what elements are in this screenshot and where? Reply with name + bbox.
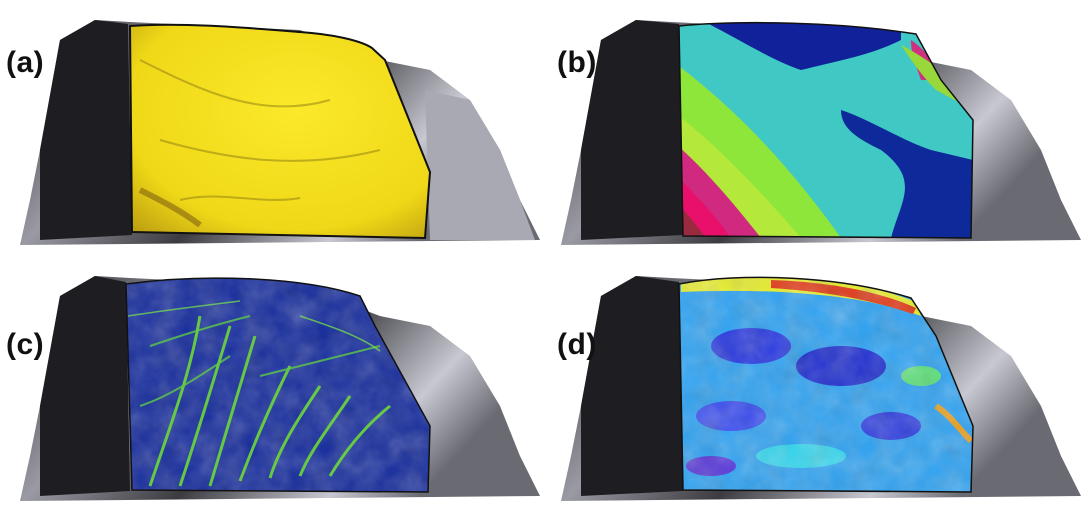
panel-c: (c) (0, 256, 541, 512)
panel-label: (c) (6, 328, 45, 361)
panel-d: (d) (541, 256, 1082, 512)
panel-label: (b) (557, 46, 597, 79)
texture-map (679, 277, 973, 492)
terrain-view-a (20, 20, 540, 245)
panel-a: (a) (0, 0, 541, 256)
terrain-view-d (561, 276, 1081, 501)
channel-map (126, 278, 430, 492)
terrain-view-c (20, 276, 540, 501)
panel-label: (a) (6, 46, 45, 79)
rainbow-map (679, 22, 973, 239)
panel-b: (b) (541, 0, 1082, 256)
panel-label: (d) (557, 328, 597, 361)
terrain-view-b (561, 20, 1081, 245)
